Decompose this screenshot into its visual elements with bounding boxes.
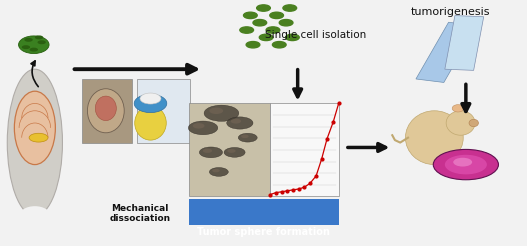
Circle shape — [445, 155, 487, 174]
Text: Single cell isolation: Single cell isolation — [266, 30, 367, 40]
Circle shape — [231, 119, 241, 123]
Point — [278, 190, 286, 194]
Ellipse shape — [469, 119, 479, 127]
Ellipse shape — [140, 93, 161, 104]
Bar — [138, 79, 190, 143]
Circle shape — [30, 48, 38, 52]
Point — [300, 185, 309, 189]
Point — [266, 193, 275, 197]
Ellipse shape — [446, 111, 475, 135]
Point — [295, 187, 303, 191]
Circle shape — [224, 147, 245, 157]
Bar — [189, 103, 270, 196]
Point — [312, 174, 320, 178]
Circle shape — [433, 149, 499, 180]
Circle shape — [283, 5, 297, 11]
Text: Tumor sphere formation: Tumor sphere formation — [197, 227, 330, 237]
Circle shape — [272, 42, 286, 48]
Bar — [189, 199, 339, 225]
Ellipse shape — [87, 89, 124, 133]
Circle shape — [227, 149, 236, 153]
Circle shape — [209, 168, 228, 176]
Circle shape — [22, 45, 30, 49]
Circle shape — [286, 34, 299, 41]
Circle shape — [35, 35, 43, 39]
Bar — [445, 15, 484, 70]
Circle shape — [241, 135, 249, 138]
Point — [329, 120, 337, 124]
Point — [335, 101, 343, 105]
Text: Mechanical
dissociation: Mechanical dissociation — [110, 204, 171, 223]
Circle shape — [37, 40, 46, 44]
Ellipse shape — [7, 69, 63, 216]
Bar — [416, 22, 476, 82]
Circle shape — [212, 169, 220, 172]
Ellipse shape — [405, 111, 463, 165]
Circle shape — [246, 42, 260, 48]
Ellipse shape — [14, 91, 55, 165]
Circle shape — [240, 27, 253, 33]
Circle shape — [270, 12, 284, 18]
Circle shape — [257, 5, 270, 11]
Circle shape — [209, 108, 223, 114]
Text: tumorigenesis: tumorigenesis — [411, 7, 490, 17]
Ellipse shape — [18, 36, 49, 54]
Ellipse shape — [134, 94, 167, 113]
Circle shape — [227, 117, 253, 129]
Ellipse shape — [452, 105, 464, 112]
Circle shape — [199, 147, 222, 158]
Circle shape — [24, 38, 33, 42]
Circle shape — [453, 158, 472, 167]
Circle shape — [203, 149, 212, 153]
Point — [283, 189, 291, 193]
Circle shape — [188, 121, 218, 135]
Bar — [82, 79, 132, 143]
Ellipse shape — [19, 206, 51, 226]
Ellipse shape — [135, 106, 166, 140]
Bar — [270, 103, 339, 196]
Point — [289, 188, 297, 192]
Circle shape — [238, 133, 257, 142]
Point — [271, 191, 280, 195]
Circle shape — [259, 34, 273, 41]
Circle shape — [243, 12, 257, 18]
Point — [306, 181, 314, 185]
Circle shape — [279, 19, 293, 26]
Ellipse shape — [95, 96, 116, 121]
Circle shape — [29, 133, 48, 142]
Circle shape — [253, 19, 267, 26]
Point — [317, 157, 326, 161]
Point — [323, 137, 331, 141]
Circle shape — [204, 105, 239, 121]
Circle shape — [193, 123, 204, 129]
Circle shape — [266, 27, 280, 33]
